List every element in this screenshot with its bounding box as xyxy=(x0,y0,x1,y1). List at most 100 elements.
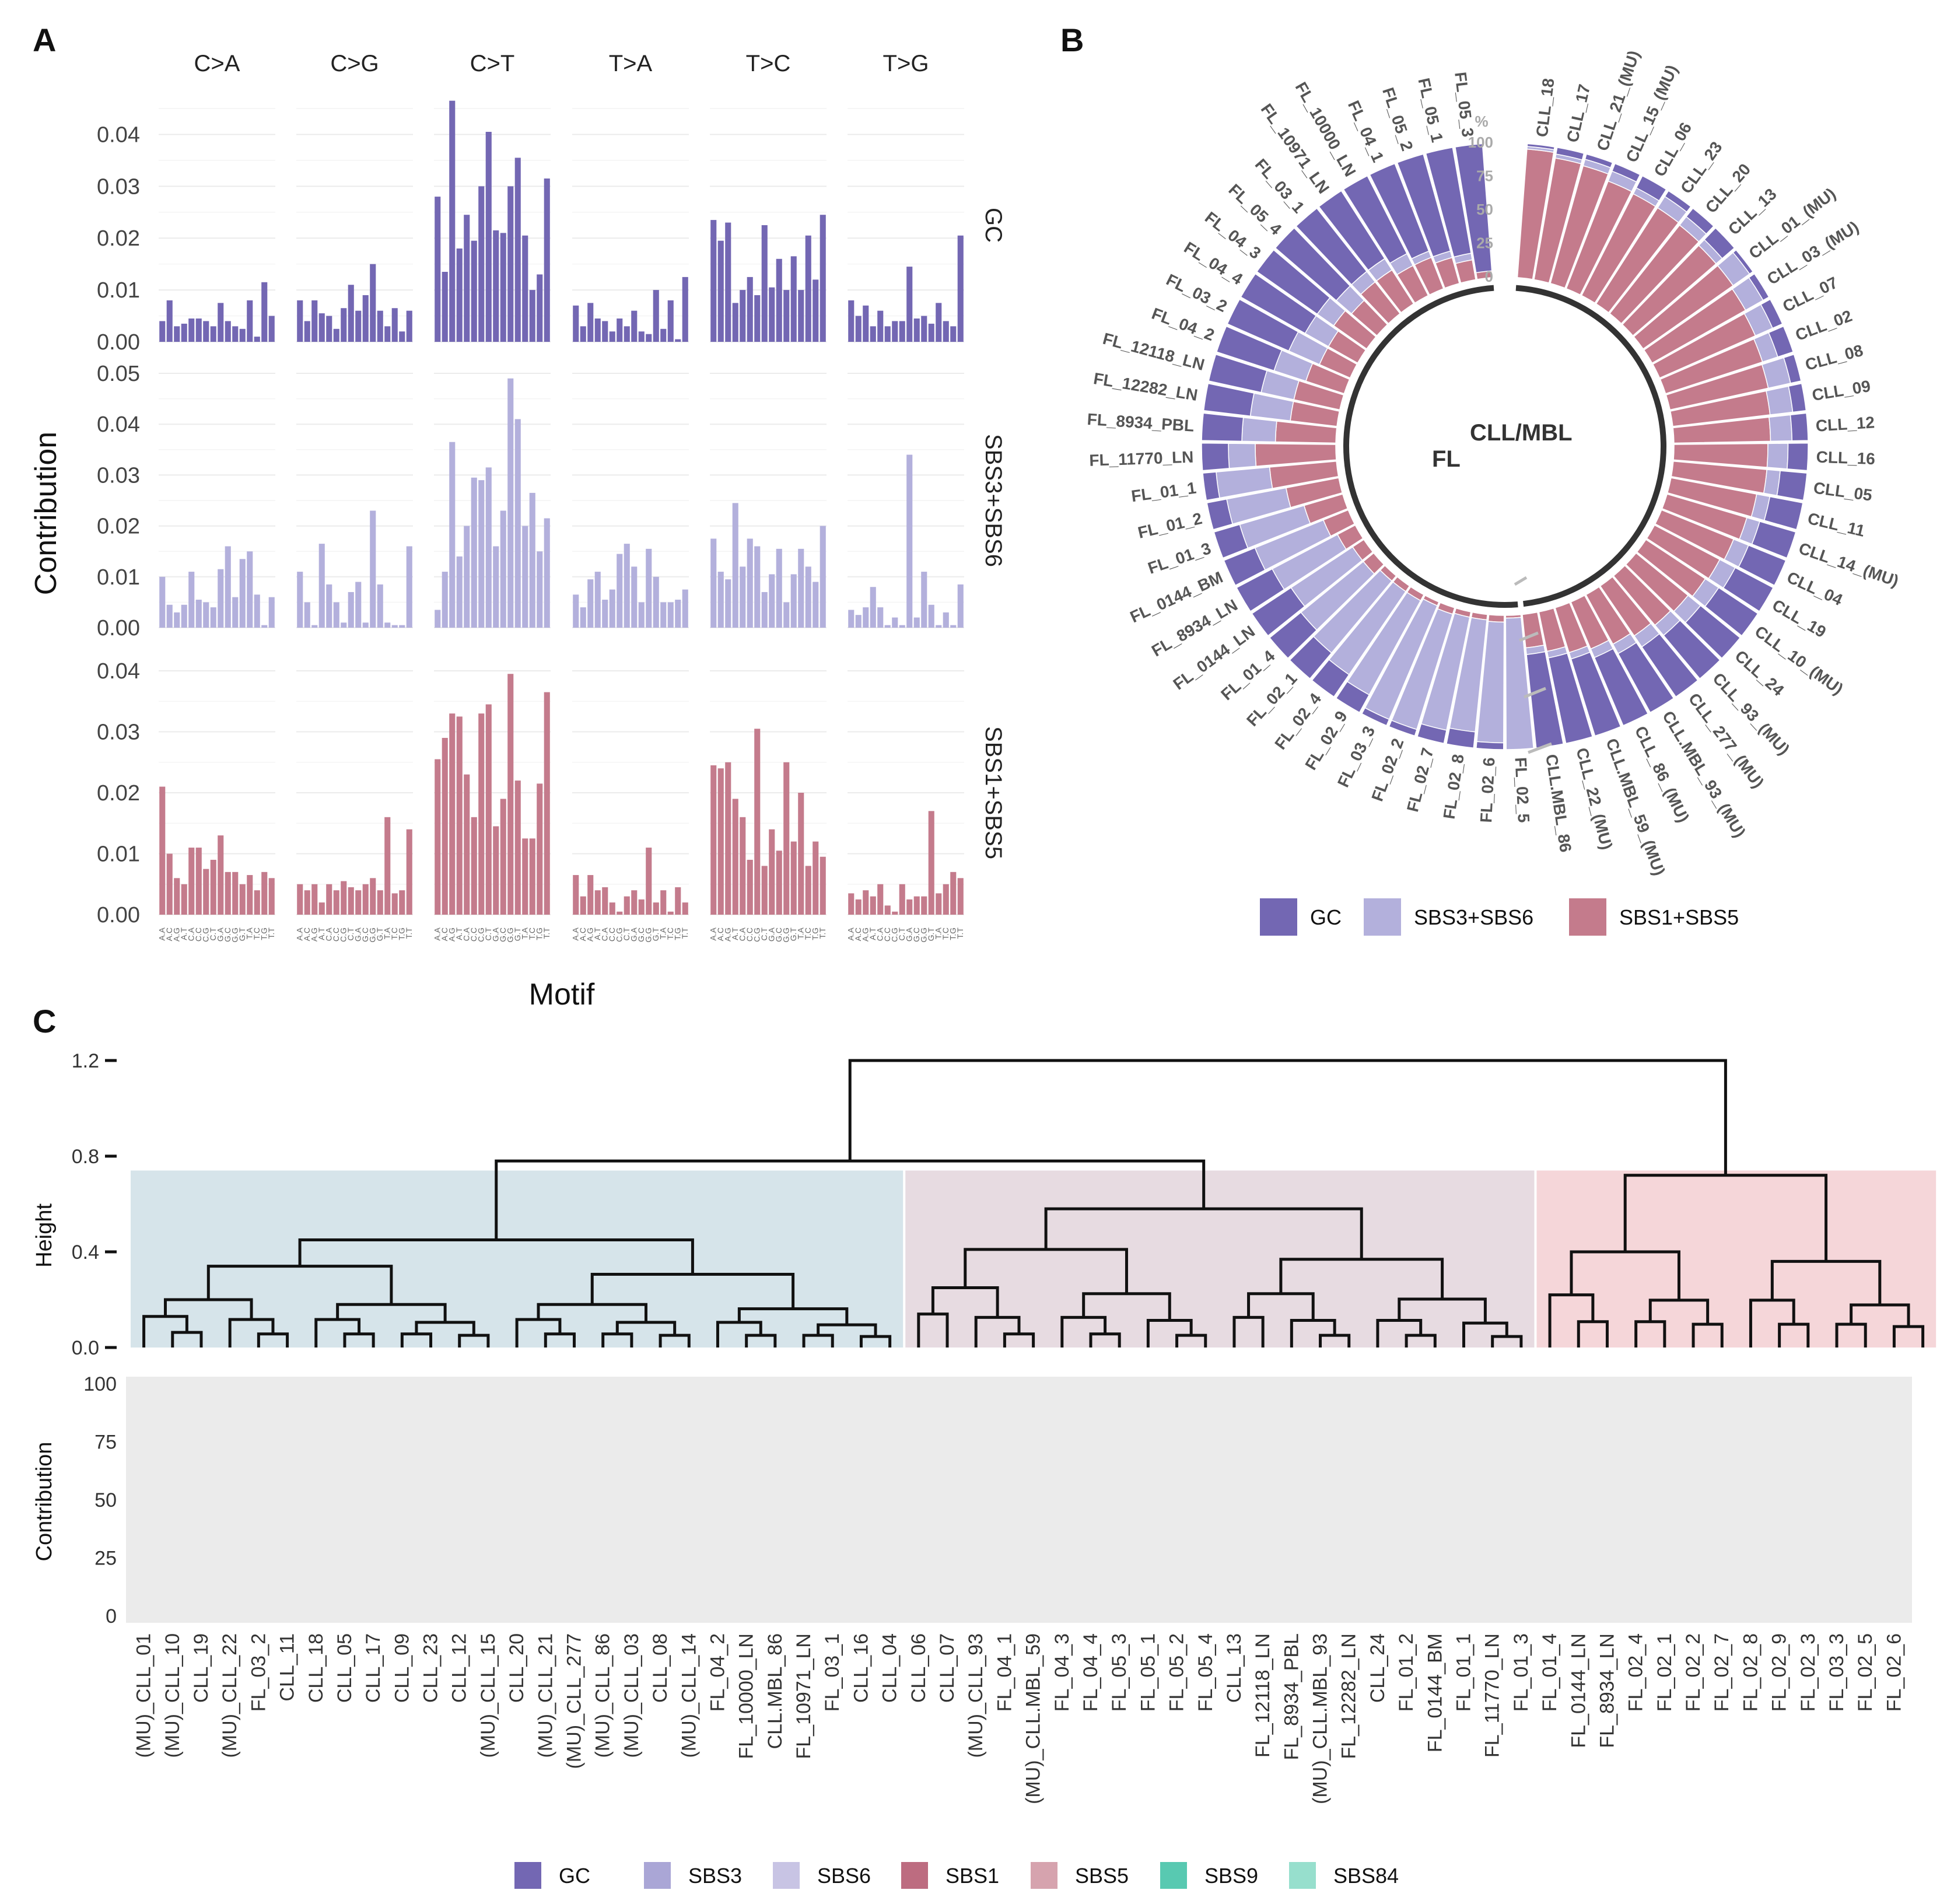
profile-bar xyxy=(776,258,782,342)
profile-bar xyxy=(456,556,463,628)
profile-bar xyxy=(913,318,920,342)
profile-bar xyxy=(884,625,891,628)
radial-bar-segment xyxy=(1274,227,1351,302)
motif-tick: G.T xyxy=(789,928,798,942)
profile-bar xyxy=(522,235,528,342)
sample-name: FL_04_4 xyxy=(1080,1633,1102,1712)
profile-bar xyxy=(188,572,195,628)
profile-bar xyxy=(936,625,942,628)
radial-tick: 50 xyxy=(1476,201,1493,218)
radial-bar-segment xyxy=(1594,648,1649,726)
legend-swatch xyxy=(644,1862,671,1889)
radial-bar-segment xyxy=(1213,524,1249,559)
radial-bar-segment xyxy=(1256,249,1331,315)
profile-bar xyxy=(391,893,398,915)
motif-tick: A.A xyxy=(708,927,717,940)
sample-name: FL_04_3 xyxy=(1051,1633,1073,1712)
profile-bar xyxy=(225,321,231,342)
sample-name: CLL_06 xyxy=(908,1633,930,1703)
motif-tick: T.G xyxy=(534,928,544,940)
profile-bar xyxy=(957,878,964,915)
profile-bar xyxy=(449,713,456,915)
dendrogram-branch xyxy=(1778,1322,1810,1348)
motif-tick: A.G xyxy=(585,928,594,942)
sample-name: FL_11770_LN xyxy=(1482,1633,1504,1758)
profile-bar xyxy=(159,576,166,628)
radial-bar-segment xyxy=(1526,143,1556,150)
facet-label-C>T: C>T xyxy=(470,51,515,76)
profile-bar xyxy=(247,551,253,628)
motif-tick: C.T xyxy=(759,928,769,941)
profile-bar xyxy=(529,838,535,915)
profile-bar xyxy=(254,890,260,915)
profile-bar xyxy=(928,323,934,342)
profile-bar xyxy=(239,328,246,342)
profile-bar xyxy=(892,911,898,915)
dendrogram-branch xyxy=(1405,1334,1437,1348)
legend-swatch xyxy=(1031,1862,1057,1889)
profile-bar xyxy=(892,617,898,628)
profile-bar xyxy=(602,887,608,915)
facet-label-C>G: C>G xyxy=(330,51,379,76)
motif-tick: A.G xyxy=(171,928,181,942)
radial-bar-segment xyxy=(1202,471,1220,501)
profile-bar xyxy=(957,235,964,342)
ytick-label: 0.03 xyxy=(97,174,140,199)
radial-bar-segment xyxy=(1269,611,1318,659)
group-label-fl: FL xyxy=(1432,446,1461,472)
motif-tick: T.A xyxy=(382,927,391,939)
profile-bar xyxy=(297,884,303,915)
profile-bar xyxy=(877,310,884,342)
profile-bar xyxy=(478,713,485,915)
profile-bar xyxy=(159,321,166,342)
panel-label-b: B xyxy=(1060,22,1084,58)
profile-bar xyxy=(304,890,310,915)
profile-bar xyxy=(485,467,492,628)
sample-name: (MU)_CLL.MBL_93 xyxy=(1309,1633,1332,1804)
profile-bar xyxy=(507,378,514,628)
radial-bar-segment xyxy=(1722,567,1774,612)
sample-name: CLL_09 xyxy=(391,1633,413,1703)
profile-bar xyxy=(218,569,224,628)
profile-bar xyxy=(442,572,448,628)
profile-bar xyxy=(399,331,405,342)
sample-label: CLL_07 xyxy=(1780,273,1840,316)
sample-name: FL_05_2 xyxy=(1166,1633,1188,1712)
profile-bar xyxy=(464,215,470,342)
profile-bar xyxy=(899,321,905,342)
profile-bar xyxy=(464,774,470,915)
profile-bar xyxy=(435,197,441,342)
motif-tick: A.T xyxy=(593,928,602,940)
profile-bar xyxy=(928,811,934,915)
motif-tick: A.C xyxy=(440,928,449,941)
dendrogram-branch xyxy=(1146,1319,1193,1348)
motif-tick: G.G xyxy=(505,928,514,943)
radial-tick: 100 xyxy=(1468,134,1493,151)
sample-name: CLL_13 xyxy=(1223,1633,1245,1703)
sample-name: FL_0144_LN xyxy=(1567,1633,1589,1748)
motif-tick: T.G xyxy=(810,928,820,940)
radial-bar-segment xyxy=(1732,249,1754,275)
profile-bar xyxy=(500,799,506,915)
profile-bar xyxy=(188,318,195,342)
radial-bar-segment xyxy=(1748,273,1770,301)
sample-name: FL_03_3 xyxy=(1826,1633,1848,1712)
profile-bar xyxy=(609,331,615,342)
panel-label-a: A xyxy=(33,22,56,58)
gap-guide xyxy=(1519,631,1539,642)
radial-bar-segment xyxy=(1787,442,1809,471)
sample-name: CLL_11 xyxy=(276,1633,299,1702)
radial-bar-segment xyxy=(1570,652,1622,737)
radial-bar-segment xyxy=(1763,496,1804,530)
profile-bar xyxy=(710,765,717,915)
profile-bar xyxy=(906,267,913,342)
radial-bar-segment xyxy=(1664,190,1692,213)
profile-bar xyxy=(195,848,202,915)
sample-name: FL_02_8 xyxy=(1739,1633,1762,1712)
sample-name: FL_8934_LN xyxy=(1596,1633,1618,1748)
profile-bar xyxy=(304,602,310,628)
profile-bar xyxy=(311,884,318,915)
radial-bar-segment xyxy=(1223,547,1266,586)
profile-bar xyxy=(624,544,630,628)
